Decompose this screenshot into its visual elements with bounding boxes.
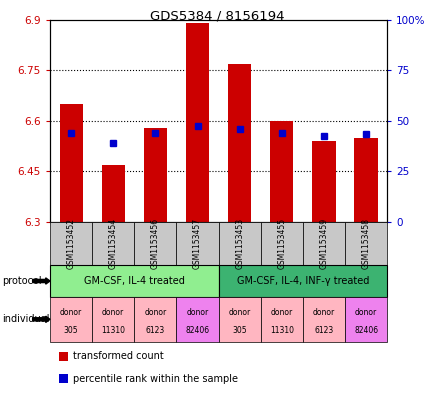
Text: percentile rank within the sample: percentile rank within the sample [72,374,237,384]
Text: 11310: 11310 [269,326,293,335]
Text: 82406: 82406 [185,326,209,335]
Bar [312,141,335,222]
Text: donor: donor [354,308,376,317]
Bar [227,64,251,222]
Text: GSM1153454: GSM1153454 [108,218,118,269]
Text: protocol: protocol [2,276,42,286]
Text: 6123: 6123 [145,326,164,335]
Text: GSM1153452: GSM1153452 [66,218,76,269]
Text: donor: donor [270,308,292,317]
Text: GSM1153455: GSM1153455 [276,218,286,269]
Text: donor: donor [102,308,124,317]
Text: GSM1153459: GSM1153459 [319,218,328,269]
Text: GM-CSF, IL-4, INF-γ treated: GM-CSF, IL-4, INF-γ treated [236,276,368,286]
Bar [59,104,82,222]
Text: donor: donor [312,308,334,317]
Text: GSM1153457: GSM1153457 [193,218,201,269]
Text: GSM1153456: GSM1153456 [151,218,160,269]
Text: 11310: 11310 [101,326,125,335]
Text: 305: 305 [232,326,247,335]
Text: GDS5384 / 8156194: GDS5384 / 8156194 [150,10,284,23]
Text: 6123: 6123 [314,326,333,335]
Text: donor: donor [186,308,208,317]
Text: 305: 305 [64,326,78,335]
Bar [270,121,293,222]
Text: GSM1153453: GSM1153453 [235,218,243,269]
Text: GM-CSF, IL-4 treated: GM-CSF, IL-4 treated [84,276,184,286]
Text: individual: individual [2,314,49,324]
Text: transformed count: transformed count [72,351,163,361]
Text: GSM1153458: GSM1153458 [361,218,370,269]
Bar [354,138,377,222]
Bar [185,23,209,222]
Text: donor: donor [60,308,82,317]
Bar [144,128,167,222]
Text: donor: donor [144,308,166,317]
Bar [102,165,125,222]
Text: 82406: 82406 [353,326,377,335]
Text: donor: donor [228,308,250,317]
